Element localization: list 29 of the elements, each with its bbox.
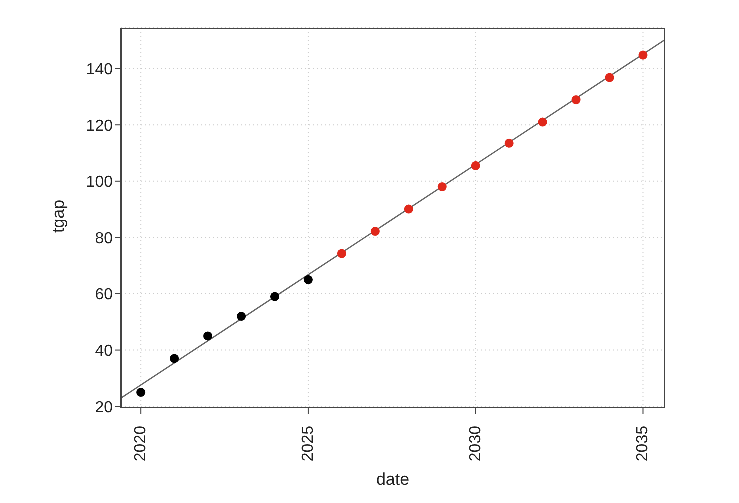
y-tick-label: 60	[95, 286, 114, 304]
point	[304, 275, 313, 284]
y-tick-label: 120	[86, 118, 114, 135]
point	[438, 182, 447, 192]
y-tick-label: 80	[95, 230, 114, 248]
y-tick-label: 140	[86, 61, 114, 78]
y-tick-label: 40	[95, 342, 114, 360]
x-tick-label: 2020	[132, 426, 150, 462]
x-tick-label: 2035	[634, 426, 652, 462]
y-axis-title: tgap	[49, 200, 68, 233]
point	[170, 354, 180, 364]
point	[136, 388, 146, 398]
x-tick-label: 2030	[467, 426, 484, 462]
point	[404, 204, 414, 214]
point	[270, 292, 280, 302]
x-axis-title: date	[376, 470, 410, 489]
point	[605, 73, 614, 82]
point	[471, 161, 480, 170]
y-tick-label: 20	[95, 399, 114, 416]
point	[370, 227, 380, 236]
point	[237, 312, 246, 322]
point	[572, 96, 581, 105]
point	[504, 138, 514, 148]
x-tick-label: 2025	[300, 426, 317, 462]
point	[538, 118, 548, 127]
point	[204, 332, 213, 341]
point	[337, 249, 346, 258]
point	[638, 50, 648, 60]
y-tick-label: 100	[86, 174, 114, 192]
